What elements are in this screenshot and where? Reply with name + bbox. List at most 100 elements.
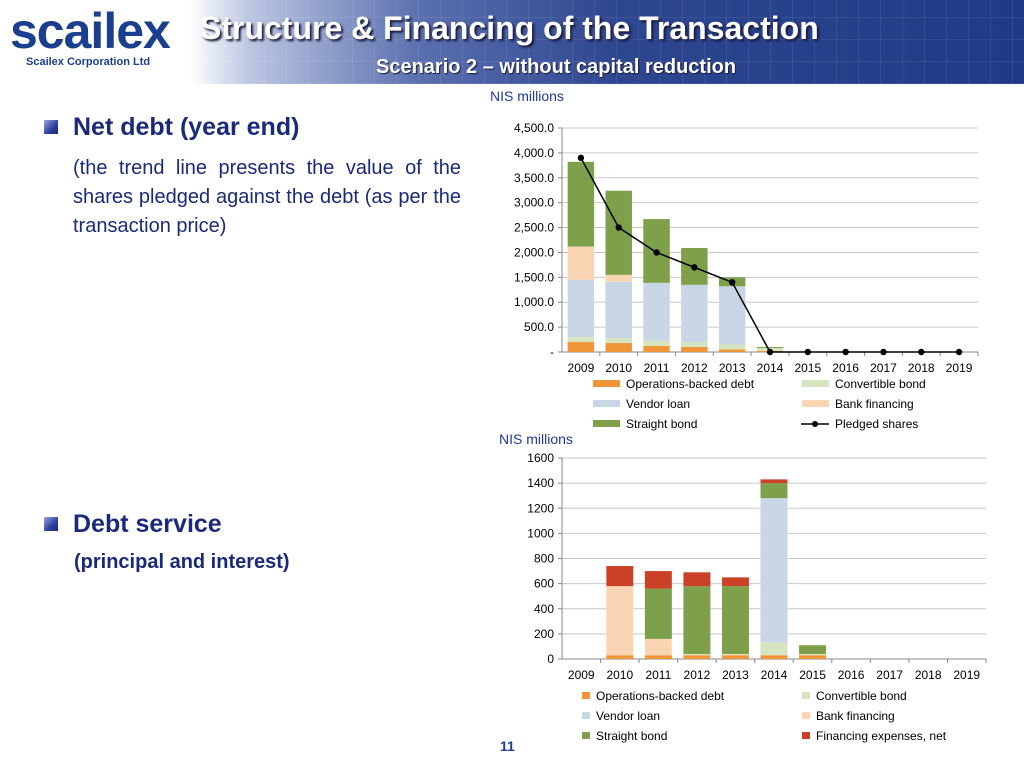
x-tick-label: 2017 [876, 668, 903, 682]
legend-swatch-convertible-bond [802, 692, 810, 699]
x-tick-label: 2010 [605, 361, 632, 375]
bar-straight-bond-2012 [683, 586, 711, 654]
x-tick-label: 2014 [761, 668, 788, 682]
y-tick-label: 1000 [527, 526, 554, 540]
bar-financing-expenses-net-2010 [606, 566, 634, 587]
bar-vendor-loan-2014 [760, 498, 788, 643]
bar-convertible-bond-2013 [718, 344, 746, 350]
y-tick-label: 1,000.0 [514, 295, 554, 309]
bar-financing-expenses-net-2012 [683, 572, 711, 587]
y-tick-label: 2,500.0 [514, 221, 554, 235]
bar-bank-financing-2010 [605, 274, 632, 282]
legend-swatch-operations-backed-debt [593, 380, 620, 387]
x-tick-label: 2012 [681, 361, 708, 375]
point-pledged-shares-2010 [615, 224, 622, 231]
legend-label-convertible-bond: Convertible bond [816, 689, 907, 703]
debt-service-chart: 0 200 400 600 800 1000 1200 1400 1600 2009 2010 201… [527, 451, 987, 743]
bar-vendor-loan-2012 [681, 284, 708, 343]
y-tick-label: - [550, 345, 554, 359]
bar-vendor-loan-2009 [567, 279, 595, 338]
legend-swatch-straight-bond [593, 420, 620, 427]
legend-label-pledged-shares: Pledged shares [835, 417, 918, 431]
bar-operations-backed-debt-2015 [799, 655, 827, 659]
point-pledged-shares-2014 [766, 348, 774, 356]
bar-straight-bond-2015 [799, 645, 827, 654]
y-tick-label: 1200 [527, 501, 554, 515]
logo: scailex Scailex Corporation Ltd [4, 2, 190, 80]
x-tick-label: 2019 [953, 668, 980, 682]
x-tick-label: 2011 [645, 668, 671, 682]
x-tick-label: 2019 [946, 361, 973, 375]
bar-financing-expenses-net-2011 [644, 571, 672, 589]
section-text-net-debt: (the trend line presents the value of th… [73, 157, 461, 237]
x-tick-label: 2017 [870, 361, 897, 375]
legend-swatch-vendor-loan [593, 400, 620, 407]
point-pledged-shares-2019 [955, 348, 963, 356]
point-pledged-shares-2011 [653, 249, 660, 256]
x-tick-label: 2018 [915, 668, 942, 682]
y-tick-label: 1,500.0 [514, 270, 554, 284]
y-tick-label: 0 [547, 652, 554, 666]
y-tick-label: 3,500.0 [514, 171, 554, 185]
point-pledged-shares-2017 [880, 348, 887, 356]
bar-convertible-bond-2012 [681, 342, 708, 348]
bar-straight-bond-2011 [644, 588, 672, 639]
bar-operations-backed-debt-2012 [683, 655, 711, 659]
bar-operations-backed-debt-2012 [681, 347, 708, 352]
bar-vendor-loan-2011 [643, 282, 670, 341]
x-tick-label: 2016 [832, 361, 859, 375]
header-banner: scailex Scailex Corporation Ltd Structur… [0, 0, 1024, 84]
legend-label-straight-bond: Straight bond [626, 417, 697, 431]
y-tick-label: 3,000.0 [514, 196, 554, 210]
page-number: 11 [500, 738, 515, 754]
slide-title: Structure & Financing of the Transaction [200, 10, 819, 46]
legend-swatch-bank-financing [802, 712, 810, 719]
legend-label-vendor-loan: Vendor loan [596, 709, 660, 723]
x-tick-label: 2010 [606, 668, 633, 682]
bar-operations-backed-debt-2011 [643, 346, 670, 352]
bar-convertible-bond-2015 [799, 653, 827, 656]
bar-bank-financing-2010 [606, 586, 634, 656]
legend-swatch-operations-backed-debt [582, 692, 590, 699]
y-tick-label: 1400 [527, 476, 554, 490]
x-tick-label: 2012 [684, 668, 711, 682]
logo-wordmark: scailex [10, 3, 171, 59]
bar-convertible-bond-2012 [683, 653, 711, 656]
bar-convertible-bond-2014 [760, 642, 788, 656]
slide-subtitle: Scenario 2 – without capital reduction [376, 56, 737, 78]
y-tick-label: 4,500.0 [514, 121, 554, 135]
bar-vendor-loan-2013 [718, 286, 746, 345]
bar-straight-bond-2014 [760, 483, 788, 499]
point-pledged-shares-2013 [728, 279, 736, 286]
legend-label-straight-bond: Straight bond [596, 729, 667, 743]
y-tick-label: 500.0 [524, 320, 554, 334]
bar-convertible-bond-2010 [605, 338, 632, 344]
point-pledged-shares-2015 [804, 348, 812, 356]
chart2-unit-label: NIS millions [499, 431, 573, 447]
bar-bank-financing-2009 [567, 246, 595, 280]
y-tick-label: 200 [534, 627, 554, 641]
y-tick-label: 800 [534, 552, 554, 566]
x-tick-label: 2016 [838, 668, 865, 682]
bar-operations-backed-debt-2009 [567, 342, 595, 352]
legend-label-convertible-bond: Convertible bond [835, 377, 926, 391]
x-tick-label: 2015 [799, 668, 826, 682]
bullet-icon [44, 517, 58, 531]
x-tick-label: 2013 [719, 361, 746, 375]
bar-financing-expenses-net-2013 [721, 577, 749, 587]
bar-straight-bond-2013 [721, 586, 749, 654]
bar-operations-backed-debt-2014 [760, 655, 788, 659]
logo-subtitle: Scailex Corporation Ltd [26, 56, 151, 68]
x-tick-label: 2015 [794, 361, 821, 375]
legend-label-operations-backed-debt: Operations-backed debt [596, 689, 725, 703]
x-tick-label: 2014 [757, 361, 784, 375]
bar-financing-expenses-net-2014 [760, 479, 788, 484]
legend-label-operations-backed-debt: Operations-backed debt [626, 377, 755, 391]
header-grid-texture [0, 0, 1024, 84]
point-pledged-shares-2009 [577, 154, 585, 162]
section-text-debt-service: (principal and interest) [74, 551, 290, 573]
legend-label-bank-financing: Bank financing [835, 397, 914, 411]
legend-label-financing-expenses-net: Financing expenses, net [816, 729, 947, 743]
bar-convertible-bond-2013 [721, 653, 749, 656]
net-debt-chart: - 500.0 1,000.0 1,500.0 2,000.0 2,500.0 3,000.… [514, 121, 979, 431]
